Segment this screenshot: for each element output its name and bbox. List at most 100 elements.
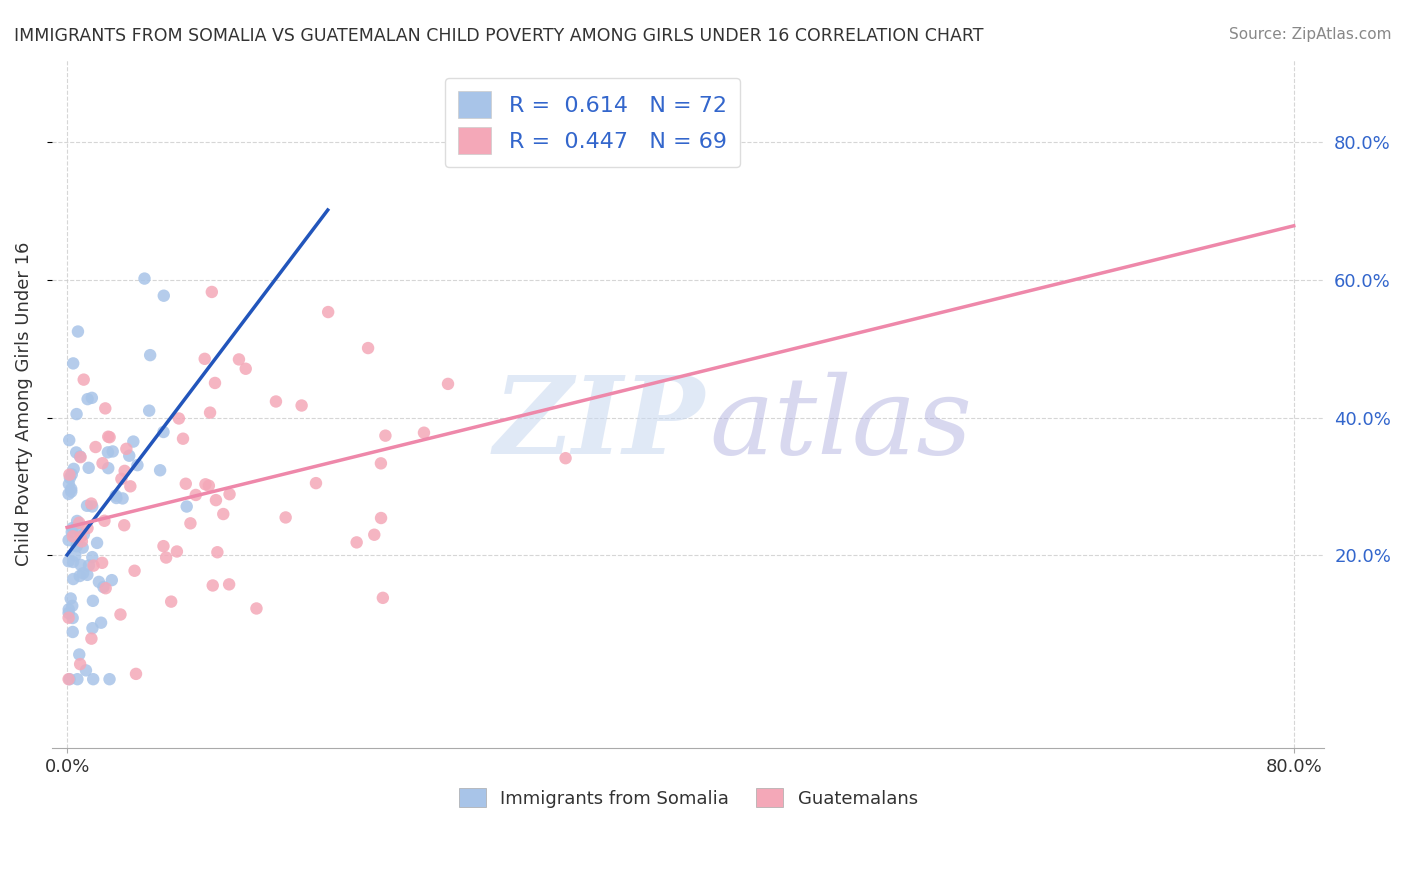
Point	[58, 487, 80, 501]
Point	[149, 463, 172, 477]
Point	[62, 611, 84, 625]
Point	[124, 564, 146, 578]
Point	[69, 569, 91, 583]
Point	[86, 536, 108, 550]
Point	[110, 607, 132, 622]
Point	[82, 594, 104, 608]
Point	[160, 594, 183, 608]
Point	[58, 611, 80, 625]
Point	[179, 516, 201, 531]
Point	[58, 433, 80, 447]
Point	[370, 511, 392, 525]
Point	[82, 500, 104, 514]
Point	[105, 491, 128, 505]
Point	[66, 672, 89, 686]
Point	[235, 361, 257, 376]
Point	[82, 621, 104, 635]
Point	[274, 510, 297, 524]
Point	[374, 428, 396, 442]
Point	[305, 476, 328, 491]
Point	[58, 477, 80, 491]
Point	[76, 499, 98, 513]
Point	[291, 399, 314, 413]
Point	[346, 535, 368, 549]
Point	[65, 407, 87, 421]
Point	[172, 432, 194, 446]
Point	[77, 558, 100, 573]
Point	[70, 534, 93, 549]
Point	[73, 373, 96, 387]
Point	[75, 664, 97, 678]
Point	[62, 572, 84, 586]
Point	[120, 479, 142, 493]
Point	[198, 479, 221, 493]
Point	[125, 666, 148, 681]
Point	[97, 430, 120, 444]
Point	[111, 491, 134, 506]
Point	[104, 489, 127, 503]
Point	[316, 305, 339, 319]
Point	[90, 615, 112, 630]
Point	[152, 425, 174, 439]
Point	[60, 524, 83, 539]
Point	[218, 487, 240, 501]
Point	[83, 558, 105, 573]
Point	[94, 401, 117, 416]
Point	[87, 574, 110, 589]
Point	[58, 606, 80, 620]
Point	[65, 445, 87, 459]
Point	[62, 624, 84, 639]
Point	[84, 440, 107, 454]
Point	[138, 403, 160, 417]
Point	[67, 516, 90, 530]
Point	[72, 566, 94, 581]
Point	[413, 425, 436, 440]
Point	[77, 460, 100, 475]
Point	[66, 538, 89, 552]
Point	[98, 672, 121, 686]
Point	[69, 450, 91, 465]
Text: IMMIGRANTS FROM SOMALIA VS GUATEMALAN CHILD POVERTY AMONG GIRLS UNDER 16 CORRELA: IMMIGRANTS FROM SOMALIA VS GUATEMALAN CH…	[14, 27, 984, 45]
Point	[65, 549, 87, 563]
Point	[82, 550, 104, 565]
Point	[76, 567, 98, 582]
Point	[62, 462, 84, 476]
Point	[122, 434, 145, 449]
Point	[212, 507, 235, 521]
Point	[58, 672, 80, 686]
Point	[60, 467, 83, 482]
Point	[58, 467, 80, 482]
Point	[194, 477, 217, 491]
Point	[58, 554, 80, 568]
Text: atlas: atlas	[709, 372, 973, 477]
Point	[194, 351, 217, 366]
Point	[127, 458, 149, 472]
Point	[228, 352, 250, 367]
Point	[245, 601, 267, 615]
Text: ZIP: ZIP	[494, 371, 704, 477]
Point	[65, 521, 87, 535]
Point	[167, 411, 190, 425]
Point	[93, 514, 115, 528]
Point	[437, 376, 460, 391]
Point	[218, 577, 240, 591]
Point	[65, 539, 87, 553]
Point	[60, 599, 83, 613]
Point	[66, 325, 89, 339]
Point	[115, 442, 138, 456]
Point	[73, 527, 96, 541]
Point	[110, 472, 132, 486]
Point	[58, 602, 80, 616]
Point	[98, 430, 121, 444]
Point	[67, 648, 90, 662]
Point	[198, 406, 221, 420]
Point	[93, 580, 115, 594]
Point	[59, 672, 82, 686]
Point	[370, 456, 392, 470]
Point	[94, 581, 117, 595]
Point	[184, 488, 207, 502]
Point	[112, 518, 135, 533]
Point	[72, 541, 94, 555]
Point	[155, 550, 177, 565]
Point	[204, 376, 226, 390]
